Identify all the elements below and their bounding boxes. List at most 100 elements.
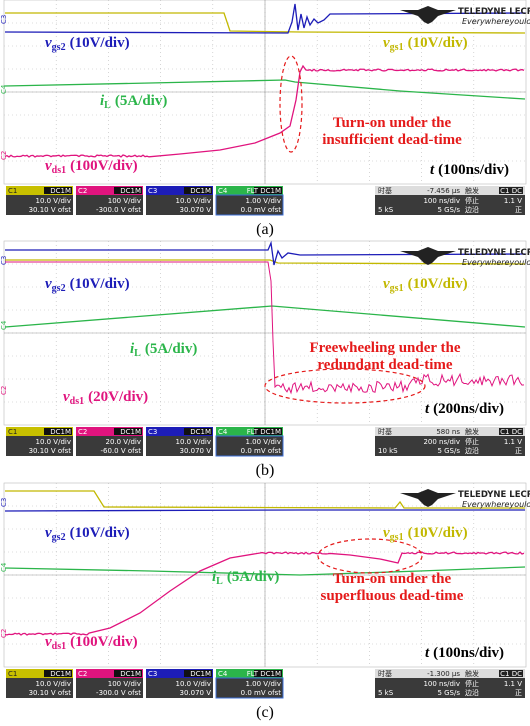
time-scale-label: t(100ns/div) xyxy=(425,645,504,661)
logo-tagline: Everywhereyoulook xyxy=(462,17,530,26)
scope-panel: C3C4C2TELEDYNE LECROYEverywhereyoulookvg… xyxy=(0,0,530,238)
channel-scale: 10.0 V/div xyxy=(176,197,212,205)
timebase-label: 时基 xyxy=(378,186,392,195)
channel-offset: 30.10 V ofst xyxy=(29,206,72,214)
logo-name: TELEDYNE LECROY xyxy=(458,248,530,258)
timebase-label: 时基 xyxy=(378,669,392,678)
subscript: gs2 xyxy=(52,42,66,53)
logo-name: TELEDYNE LECROY xyxy=(458,7,530,17)
timebase-delay: -7.456 µs xyxy=(427,187,460,195)
channel-name: C3 xyxy=(148,670,157,678)
timebase-rate: 5 GS/s xyxy=(437,689,460,697)
timebase-mode: 边沿 xyxy=(465,205,479,214)
channel-offset: 30.070 V xyxy=(179,447,211,455)
timebase-timebase: 200 ns/div xyxy=(423,438,460,446)
scope-panel: C3C4C2TELEDYNE LECROYEverywhereyoulookvg… xyxy=(0,483,530,721)
channel-offset: 0.0 mV ofst xyxy=(241,689,282,697)
channel-coupling: DC1M xyxy=(50,670,71,678)
scale: (5A/div) xyxy=(145,341,198,357)
timebase-label: 时基 xyxy=(378,427,392,436)
timebase-samples: 5 kS xyxy=(378,689,394,697)
channel-offset: -300.0 V ofst xyxy=(96,689,141,697)
channel-coupling: DC1M xyxy=(190,187,211,195)
channel-name: C1 xyxy=(8,428,17,436)
scope-panel: C3C4C2TELEDYNE LECROYEverywhereyoulookvg… xyxy=(0,241,530,479)
channel-scale: 10.0 V/div xyxy=(36,438,72,446)
annotation: insufficient dead-time xyxy=(322,132,462,148)
timebase-slope: 正 xyxy=(515,689,522,697)
channel-scale: 1.00 V/div xyxy=(246,438,282,446)
figure: C3C4C2TELEDYNE LECROYEverywhereyoulookvg… xyxy=(0,0,530,726)
channel-coupling: DC1M xyxy=(50,187,71,195)
timebase-delay: 580 ns xyxy=(436,428,460,436)
subscript: gs1 xyxy=(390,42,404,53)
channel-name: C4 xyxy=(218,428,228,436)
subscript: gs2 xyxy=(52,283,66,294)
channel-scale: 10.0 V/div xyxy=(176,438,212,446)
timebase-state: 停止 xyxy=(465,437,479,446)
scale: (100ns/div) xyxy=(433,645,504,661)
subscript: gs1 xyxy=(390,283,404,294)
channel-scale: 10.0 V/div xyxy=(176,680,212,688)
channel-coupling: FLT DC1M xyxy=(247,428,281,436)
channel-coupling: FLT DC1M xyxy=(247,670,281,678)
timebase-mode: 边沿 xyxy=(465,688,479,697)
logo-name: TELEDYNE LECROY xyxy=(458,490,530,500)
caption: (a) xyxy=(256,221,274,238)
scale: (100V/div) xyxy=(70,634,138,650)
annotation: Turn-on under the xyxy=(333,115,452,131)
channel-coupling: DC1M xyxy=(120,187,141,195)
scale: (10V/div) xyxy=(408,525,468,541)
subscript: L xyxy=(216,576,223,587)
channel-marker: C4 xyxy=(0,320,8,330)
channel-name: C1 xyxy=(8,187,17,195)
channel-marker: C2 xyxy=(0,386,8,395)
scale: (10V/div) xyxy=(70,35,130,51)
channel-name: C3 xyxy=(148,428,157,436)
annotation: superfluous dead-time xyxy=(321,588,464,604)
timebase-slope: 正 xyxy=(515,447,522,455)
scale: (10V/div) xyxy=(408,276,468,292)
channel-offset: -300.0 V ofst xyxy=(96,206,141,214)
scale: (5A/div) xyxy=(115,93,168,109)
timebase-trigger: C1 DC xyxy=(500,187,522,195)
channel-scale: 20.0 V/div xyxy=(106,438,142,446)
channel-name: C2 xyxy=(78,670,87,678)
timebase-samples: 5 kS xyxy=(378,206,394,214)
timebase-rate: 5 GS/s xyxy=(437,447,460,455)
channel-coupling: FLT DC1M xyxy=(247,187,281,195)
channel-coupling: DC1M xyxy=(120,428,141,436)
channel-offset: 0.0 mV ofst xyxy=(241,206,282,214)
timebase-level: 1.1 V xyxy=(504,197,522,205)
scale: (10V/div) xyxy=(70,525,130,541)
channel-name: C2 xyxy=(78,428,87,436)
timebase-timebase: 100 ns/div xyxy=(423,680,460,688)
time-scale-label: t(100ns/div) xyxy=(430,162,509,178)
timebase-mode: 边沿 xyxy=(465,446,479,455)
channel-offset: 30.10 V ofst xyxy=(29,689,72,697)
timebase-trigger_label: 触发 xyxy=(465,186,479,195)
channel-marker: C4 xyxy=(0,562,8,572)
channel-name: C4 xyxy=(218,187,228,195)
channel-marker: C2 xyxy=(0,629,8,638)
scale: (5A/div) xyxy=(227,569,280,585)
annotation: Freewheeling under the xyxy=(309,340,460,356)
timebase-samples: 10 kS xyxy=(378,447,398,455)
scale: (200ns/div) xyxy=(433,401,504,417)
caption: (c) xyxy=(256,704,274,721)
channel-marker: C3 xyxy=(0,498,8,507)
subscript: L xyxy=(134,348,141,359)
timebase-level: 1.1 V xyxy=(504,438,522,446)
channel-name: C2 xyxy=(78,187,87,195)
subscript: gs2 xyxy=(52,532,66,543)
channel-scale: 1.00 V/div xyxy=(246,197,282,205)
channel-coupling: DC1M xyxy=(50,428,71,436)
caption: (b) xyxy=(256,462,275,479)
channel-scale: 100 V/div xyxy=(108,197,141,205)
channel-name: C1 xyxy=(8,670,17,678)
channel-offset: -60.0 V ofst xyxy=(101,447,142,455)
subscript: ds1 xyxy=(52,641,66,652)
scale: (20V/div) xyxy=(88,389,148,405)
timebase-state: 停止 xyxy=(465,196,479,205)
timebase-delay: -1.300 µs xyxy=(427,670,460,678)
